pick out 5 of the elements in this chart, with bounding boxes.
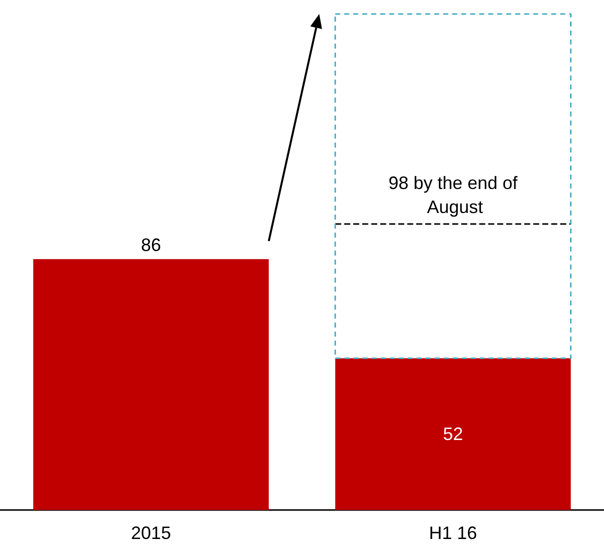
data-label: 52 — [442, 424, 464, 444]
x-tick-label: H1 16 — [428, 523, 478, 543]
ref-line-label: 98 by the end of August — [388, 173, 519, 218]
data-label: 86 — [140, 235, 162, 256]
x-tick-label: 2015 — [130, 523, 172, 543]
